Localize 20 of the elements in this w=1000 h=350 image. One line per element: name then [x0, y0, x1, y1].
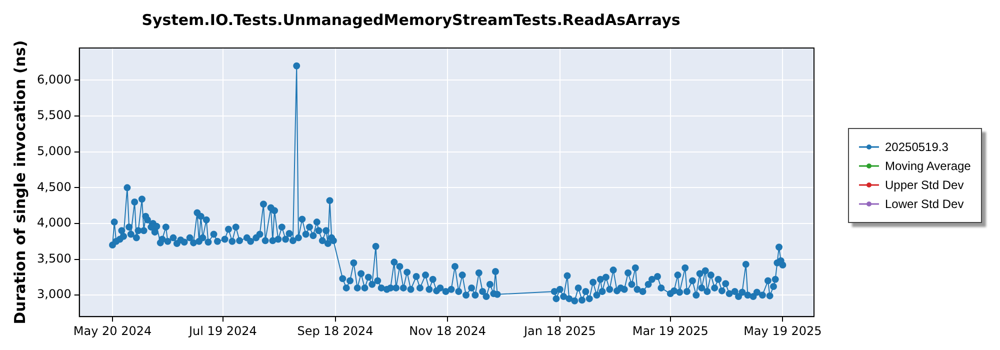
y-tick-label: 5,500 [36, 108, 72, 122]
legend-label: Upper Std Dev [885, 178, 964, 192]
x-tick-label: Jul 19 2024 [188, 324, 257, 338]
y-tick-label: 4,000 [36, 216, 72, 230]
x-tick-label: Nov 18 2024 [409, 324, 486, 338]
x-tick-label: May 20 2024 [73, 324, 152, 338]
y-tick-label: 3,500 [36, 251, 72, 266]
legend-label: Moving Average [885, 158, 971, 172]
chart-title: System.IO.Tests.UnmanagedMemoryStreamTests.ReadAsArrays [142, 10, 680, 29]
x-tick-label: Mar 19 2025 [632, 324, 708, 338]
y-axis-title: Duration of single invocation (ns) [10, 40, 29, 324]
y-tick-label: 4,500 [36, 180, 72, 194]
x-tick-label: Jan 18 2025 [522, 324, 596, 338]
x-tick-label: Sep 18 2024 [297, 324, 374, 338]
y-tick-label: 5,000 [36, 144, 72, 158]
y-tick-label: 6,000 [36, 72, 72, 86]
legend-label: 20250519.3 [885, 140, 948, 154]
x-tick-label: May 19 2025 [744, 324, 822, 338]
legend-label: Lower Std Dev [885, 196, 964, 210]
y-tick-label: 3,000 [36, 287, 72, 302]
